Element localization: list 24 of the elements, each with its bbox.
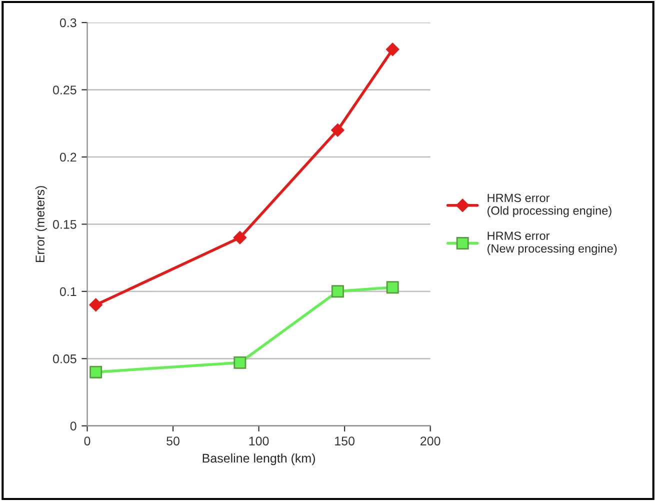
point bbox=[386, 42, 400, 56]
point bbox=[386, 281, 399, 294]
x-tick-label: 0 bbox=[84, 436, 90, 446]
x-tick-label: 50 bbox=[166, 436, 180, 446]
y-tick-label: 0 bbox=[70, 422, 76, 430]
point bbox=[331, 285, 344, 298]
point bbox=[90, 366, 102, 378]
x-tick-label: 200 bbox=[420, 436, 440, 446]
y-tick-label: 0.05 bbox=[52, 354, 76, 364]
y-tick-label: 0.25 bbox=[52, 86, 76, 94]
legend-label: HRMS error (New processing engine) bbox=[488, 232, 617, 255]
x-tick-label: 150 bbox=[335, 436, 355, 446]
point bbox=[331, 124, 344, 137]
point bbox=[89, 298, 102, 312]
y-axis-title: Error (meters) bbox=[35, 186, 47, 262]
point bbox=[233, 231, 247, 244]
point bbox=[234, 356, 246, 369]
y-tick-label: 0.3 bbox=[60, 18, 76, 28]
y-tick-label: 0.1 bbox=[60, 287, 76, 296]
legend-label: HRMS error (Old processing engine) bbox=[488, 194, 612, 218]
x-tick-label: 100 bbox=[249, 436, 269, 446]
x-axis-title: Baseline length (km) bbox=[202, 453, 315, 466]
y-tick-label: 0.15 bbox=[52, 220, 76, 229]
y-tick-label: 0.2 bbox=[60, 152, 76, 162]
